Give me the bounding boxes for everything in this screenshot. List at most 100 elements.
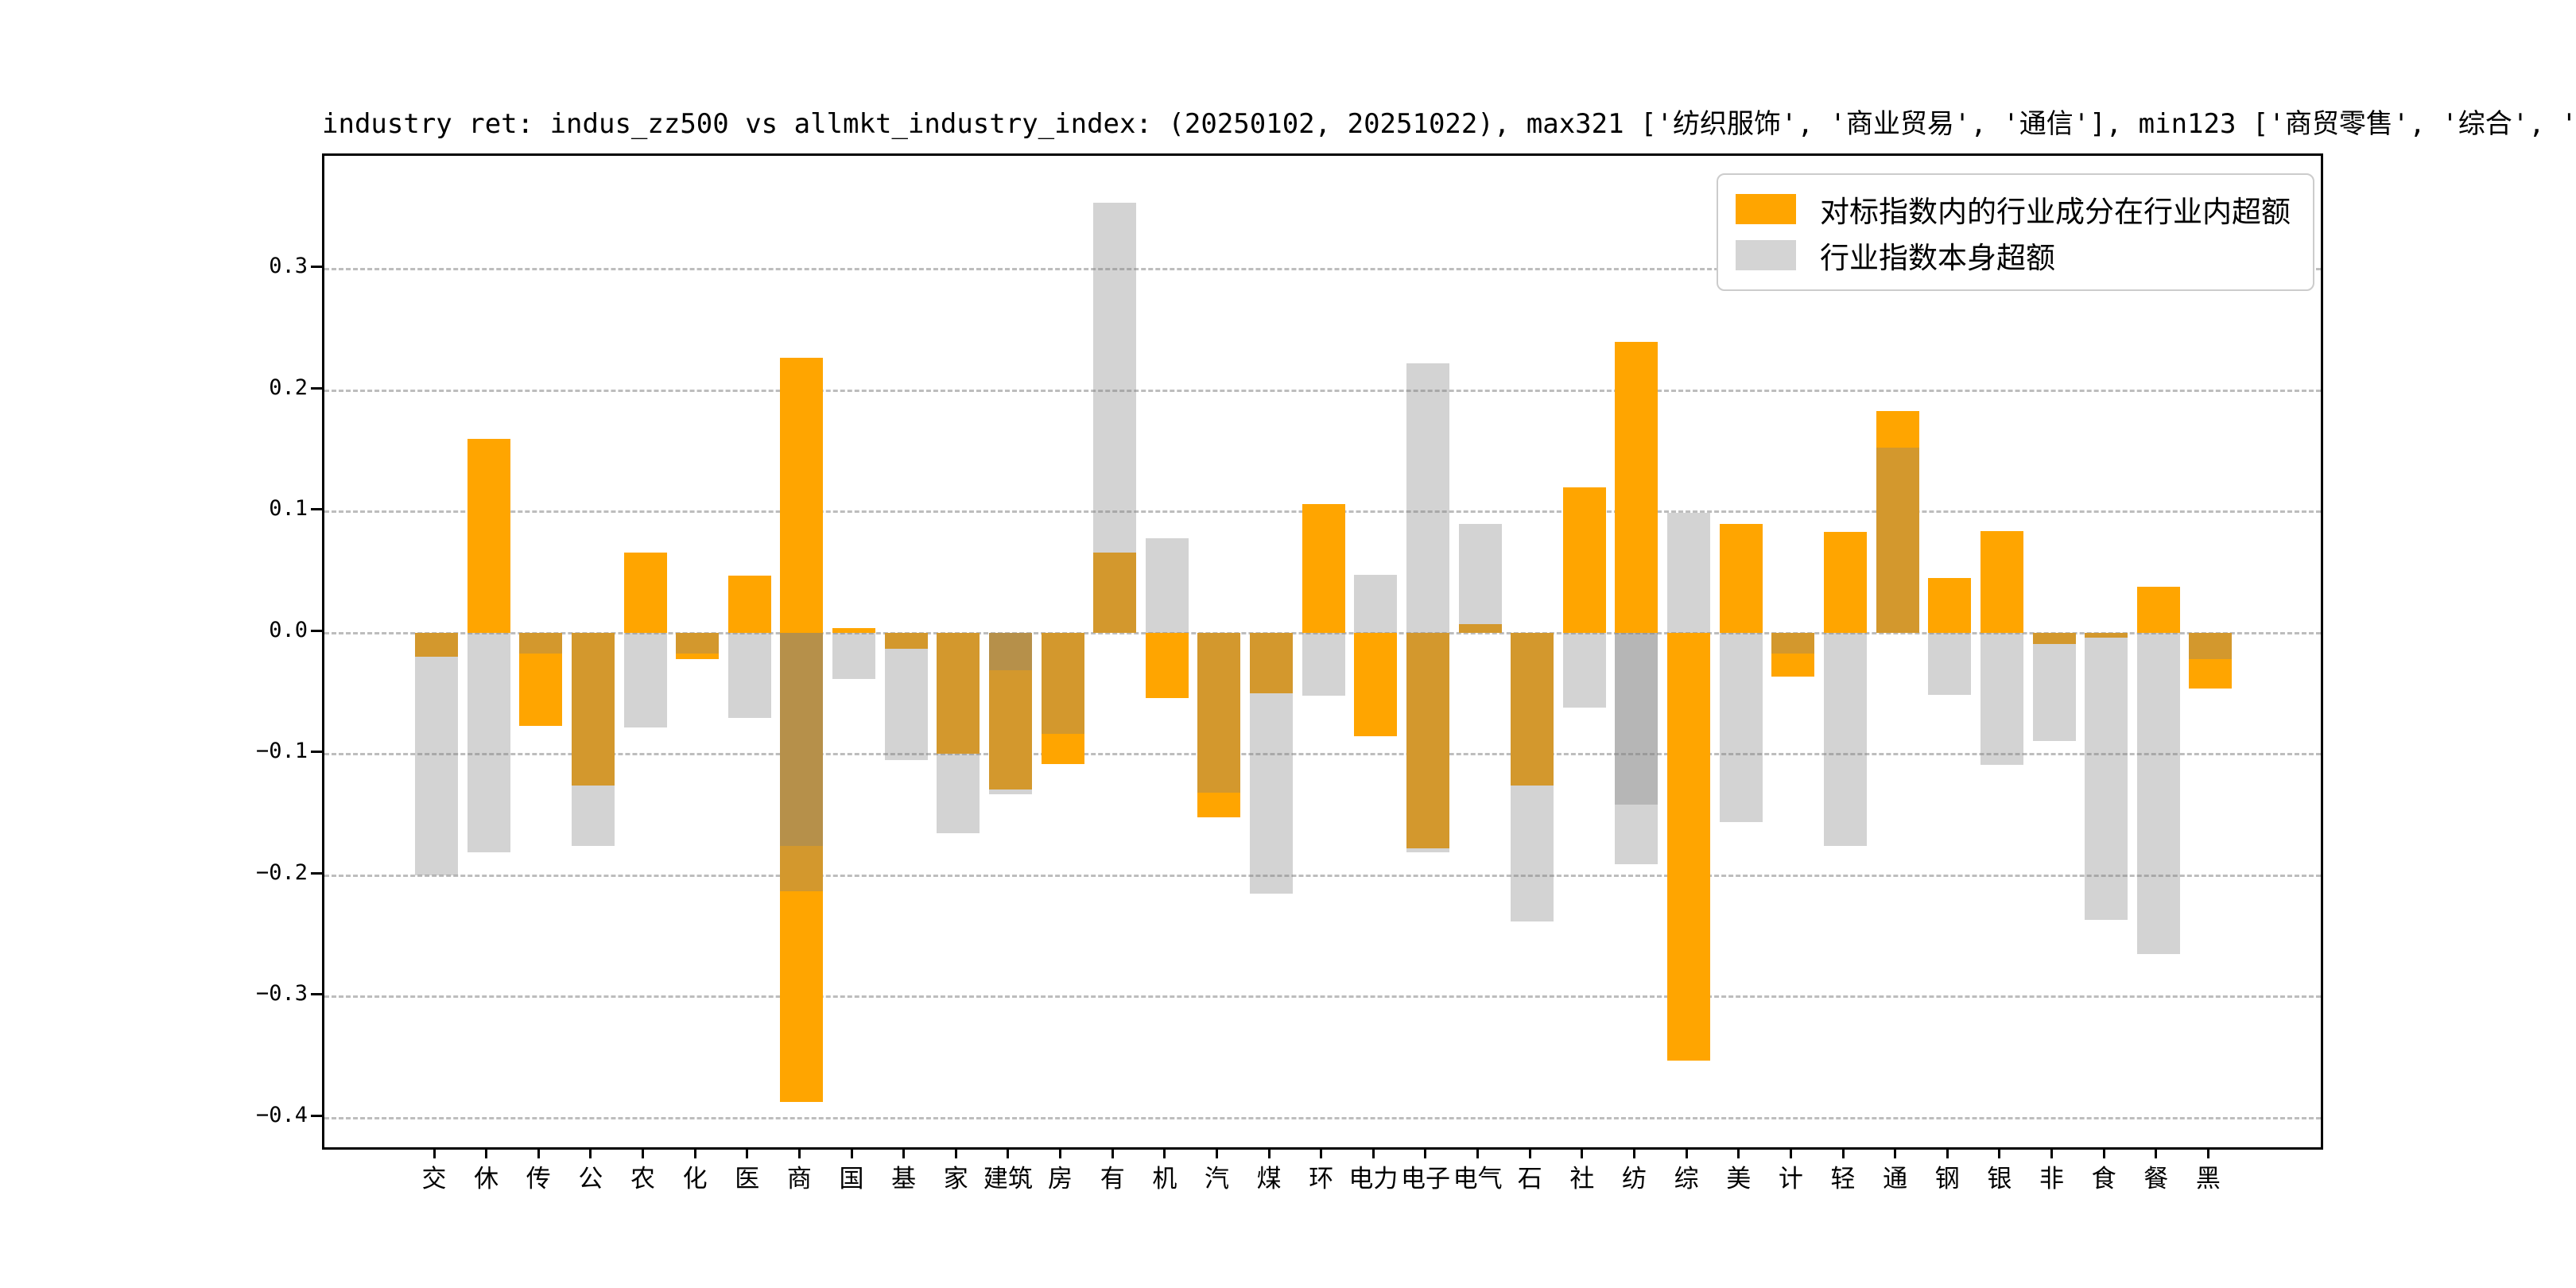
bar-gray-综 — [1667, 512, 1711, 633]
y-tick-label: −0.2 — [255, 859, 308, 885]
bar-orange-黑 — [2189, 632, 2233, 689]
bar-gray-房 — [1041, 632, 1084, 734]
bar-orange-食 — [2085, 632, 2128, 638]
y-tick-label: 0.2 — [269, 374, 308, 400]
y-tick-mark — [311, 993, 322, 996]
x-tick-label-医: 医 — [735, 1165, 760, 1193]
legend-item-component-excess: 对标指数内的行业成分在行业内超额 — [1736, 186, 2291, 232]
bar-orange-计 — [1771, 632, 1815, 677]
bar-orange-社 — [1562, 487, 1606, 633]
gridline — [324, 874, 2321, 877]
x-tick-label-石: 石 — [1517, 1165, 1542, 1193]
x-tick-label-汽: 汽 — [1204, 1165, 1229, 1193]
bar-gray-化 — [676, 632, 720, 654]
bar-gray-电子 — [1406, 363, 1449, 633]
bar-gray-轻 — [1824, 632, 1867, 847]
bar-gray-家 — [937, 632, 980, 833]
bar-orange-轻 — [1824, 532, 1867, 633]
bar-gray-纺 — [1615, 632, 1658, 865]
bar-gray-黑 — [2189, 632, 2233, 660]
bar-orange-商 — [780, 632, 824, 1103]
bar-gray-汽 — [1197, 632, 1241, 793]
bar-gray-非 — [2032, 632, 2076, 741]
x-tick-label-计: 计 — [1778, 1165, 1803, 1193]
bar-gray-公 — [571, 632, 615, 847]
bar-gray-电子 — [1406, 632, 1449, 852]
x-tick-label-有: 有 — [1100, 1165, 1125, 1193]
bar-orange-通 — [1876, 410, 1919, 633]
bar-gray-国 — [832, 632, 876, 679]
x-tick-label-建筑: 建筑 — [983, 1165, 1033, 1193]
x-tick-label-电力: 电力 — [1348, 1165, 1399, 1193]
x-tick-mark — [1320, 1147, 1323, 1158]
x-tick-label-传: 传 — [526, 1165, 551, 1193]
x-tick-mark — [1007, 1147, 1010, 1158]
bar-orange-石 — [1511, 632, 1554, 786]
x-tick-mark — [1371, 1147, 1375, 1158]
y-tick-label: −0.1 — [255, 739, 308, 764]
bar-orange-房 — [1041, 632, 1084, 764]
bar-orange-综 — [1667, 632, 1711, 1061]
bar-gray-建筑 — [988, 632, 1032, 671]
x-tick-label-环: 环 — [1309, 1165, 1334, 1193]
bar-gray-煤 — [1250, 632, 1294, 894]
bar-orange-商 — [780, 357, 824, 633]
gridline — [324, 389, 2321, 392]
bar-gray-交 — [415, 632, 458, 875]
x-tick-mark — [2102, 1147, 2105, 1158]
bar-gray-机 — [1145, 537, 1189, 633]
x-tick-mark — [1111, 1147, 1114, 1158]
gridline — [324, 1116, 2321, 1119]
x-tick-mark — [1581, 1147, 1584, 1158]
bar-orange-公 — [571, 632, 615, 786]
x-tick-label-煤: 煤 — [1256, 1165, 1282, 1193]
x-tick-mark — [2050, 1147, 2054, 1158]
x-tick-label-食: 食 — [2091, 1165, 2116, 1193]
x-tick-label-社: 社 — [1569, 1165, 1595, 1193]
bar-orange-医 — [727, 576, 771, 633]
gridline — [324, 268, 2321, 271]
y-tick-mark — [311, 629, 322, 632]
x-tick-mark — [537, 1147, 540, 1158]
bar-orange-基 — [884, 632, 928, 649]
bar-gray-食 — [2085, 632, 2128, 921]
legend-item-index-excess: 行业指数本身超额 — [1736, 232, 2291, 278]
x-tick-label-美: 美 — [1726, 1165, 1752, 1193]
bar-gray-商 — [780, 632, 824, 891]
y-tick-mark — [311, 266, 322, 269]
bar-gray-商 — [780, 632, 824, 847]
bar-gray-通 — [1876, 447, 1919, 633]
bar-gray-电气 — [1458, 523, 1502, 633]
x-tick-mark — [1946, 1147, 1949, 1158]
x-tick-mark — [485, 1147, 488, 1158]
bar-orange-机 — [1145, 632, 1189, 699]
bar-gray-钢 — [1928, 632, 1972, 695]
bar-orange-国 — [832, 627, 876, 633]
bar-orange-电力 — [1354, 632, 1398, 736]
x-tick-label-非: 非 — [2039, 1165, 2065, 1193]
x-tick-label-基: 基 — [891, 1165, 917, 1193]
x-tick-mark — [2155, 1147, 2158, 1158]
bar-orange-化 — [676, 632, 720, 660]
bar-orange-钢 — [1928, 578, 1972, 633]
x-tick-mark — [2206, 1147, 2209, 1158]
gridline — [324, 995, 2321, 999]
bar-orange-餐 — [2136, 586, 2180, 633]
x-tick-mark — [1476, 1147, 1480, 1158]
x-tick-mark — [1059, 1147, 1062, 1158]
chart-title: industry ret: indus_zz500 vs allmkt_indu… — [322, 108, 2576, 140]
legend-label: 对标指数内的行业成分在行业内超额 — [1820, 195, 2291, 229]
x-tick-label-机: 机 — [1152, 1165, 1177, 1193]
bar-orange-银 — [1980, 530, 2023, 633]
y-tick-label: 0.1 — [269, 496, 308, 522]
bar-gray-传 — [519, 632, 563, 654]
x-tick-label-交: 交 — [421, 1165, 447, 1193]
bar-gray-银 — [1980, 632, 2023, 766]
x-tick-mark — [433, 1147, 436, 1158]
x-tick-mark — [1737, 1147, 1740, 1158]
bar-gray-环 — [1302, 632, 1345, 696]
bar-gray-基 — [884, 632, 928, 761]
x-tick-mark — [1685, 1147, 1688, 1158]
bar-orange-休 — [467, 438, 510, 633]
y-tick-mark — [311, 508, 322, 511]
